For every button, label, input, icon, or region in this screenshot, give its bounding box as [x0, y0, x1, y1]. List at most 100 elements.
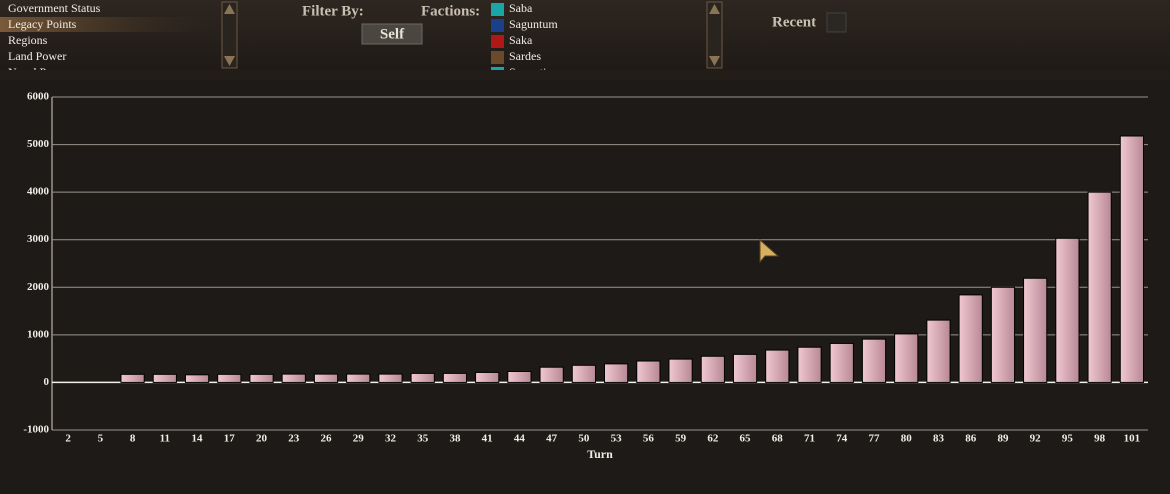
y-tick-label: 5000: [27, 138, 50, 150]
bar: [765, 349, 790, 383]
bar: [604, 363, 629, 383]
x-tick-label: 5: [98, 433, 104, 445]
faction-item[interactable]: Saba: [509, 1, 533, 15]
x-tick-label: 77: [869, 433, 881, 445]
bar: [217, 373, 242, 383]
self-button-label: Self: [380, 26, 405, 42]
y-tick-label: 0: [44, 376, 50, 388]
x-tick-label: 101: [1124, 433, 1141, 445]
scroll-track[interactable]: [706, 1, 723, 69]
scroll-up[interactable]: [709, 4, 720, 14]
x-tick-label: 38: [449, 433, 461, 445]
x-tick-label: 14: [192, 433, 204, 445]
x-tick-label: 8: [130, 433, 136, 445]
x-tick-label: 92: [1030, 433, 1042, 445]
bar: [184, 374, 210, 383]
bar: [475, 371, 500, 383]
bar: [1087, 191, 1112, 383]
x-tick-label: 74: [836, 433, 848, 445]
y-tick-label: 6000: [27, 91, 50, 103]
scroll-down[interactable]: [224, 56, 235, 66]
x-tick-label: 62: [707, 433, 719, 445]
x-tick-label: 83: [933, 433, 945, 445]
x-tick-label: 11: [160, 433, 170, 445]
bar: [732, 353, 758, 383]
bar: [1119, 135, 1144, 383]
bar: [797, 346, 822, 383]
factions-label: Factions:: [421, 3, 480, 19]
faction-icon: [491, 35, 504, 48]
faction-item[interactable]: Sardes: [509, 49, 541, 63]
bar: [152, 373, 177, 383]
faction-item[interactable]: Saguntum: [509, 17, 558, 31]
bar: [894, 333, 919, 383]
bar: [346, 373, 371, 383]
recent-checkbox[interactable]: [826, 12, 847, 33]
x-tick-label: 95: [1062, 433, 1074, 445]
y-tick-label: -1000: [23, 424, 49, 436]
x-tick-label: 35: [417, 433, 429, 445]
bar: [636, 360, 661, 383]
recent-label: Recent: [772, 14, 816, 30]
x-tick-label: 26: [321, 433, 333, 445]
x-tick-label: 89: [997, 433, 1009, 445]
bar: [829, 342, 854, 383]
y-tick-label: 3000: [27, 233, 50, 245]
bar: [442, 372, 468, 383]
bar: [571, 364, 596, 383]
bar: [990, 286, 1016, 383]
x-tick-label: 98: [1094, 433, 1106, 445]
x-tick-label: 20: [256, 433, 268, 445]
scroll-up[interactable]: [224, 4, 235, 14]
y-tick-label: 2000: [27, 281, 50, 293]
x-tick-label: 68: [772, 433, 784, 445]
selected-row: [0, 17, 215, 32]
x-tick-label: 86: [965, 433, 977, 445]
x-tick-label: 80: [901, 433, 913, 445]
x-tick-label: 17: [224, 433, 236, 445]
bar: [861, 338, 887, 383]
y-tick-label: 1000: [27, 328, 50, 340]
bar: [539, 366, 564, 383]
x-tick-label: 2: [65, 433, 71, 445]
menu-item[interactable]: Legacy Points: [8, 17, 77, 31]
bar: [1023, 277, 1048, 383]
x-tick-label: 56: [643, 433, 655, 445]
x-tick-label: 47: [546, 433, 558, 445]
x-tick-label: 71: [804, 433, 815, 445]
bar: [378, 373, 403, 383]
faction-item[interactable]: Saka: [509, 33, 533, 47]
x-axis-label: Turn: [587, 447, 613, 461]
scroll-track[interactable]: [221, 1, 238, 69]
bar: [120, 373, 145, 383]
bar: [281, 373, 306, 383]
bar: [958, 294, 983, 383]
bar: [700, 355, 725, 383]
bar: [313, 373, 339, 383]
faction-icon: [491, 3, 504, 16]
x-tick-label: 32: [385, 433, 397, 445]
x-tick-label: 44: [514, 433, 526, 445]
bar: [249, 373, 274, 383]
top-panel: [0, 0, 1170, 80]
x-tick-label: 50: [578, 433, 590, 445]
menu-item[interactable]: Land Power: [8, 49, 66, 63]
x-tick-label: 59: [675, 433, 687, 445]
x-tick-label: 29: [353, 433, 365, 445]
self-button[interactable]: [361, 23, 423, 45]
scroll-down[interactable]: [709, 56, 720, 66]
menu-item[interactable]: Regions: [8, 33, 48, 47]
bar: [926, 319, 951, 383]
list-clip: [0, 70, 1170, 80]
x-tick-label: 65: [740, 433, 752, 445]
cursor: [759, 238, 780, 264]
filter-label: Filter By:: [302, 3, 364, 19]
bar: [1055, 237, 1080, 383]
x-tick-label: 23: [288, 433, 300, 445]
menu-item[interactable]: Government Status: [8, 1, 101, 15]
x-tick-label: 53: [611, 433, 623, 445]
faction-icon: [491, 19, 504, 32]
scrollbar: [221, 1, 723, 69]
bar: [410, 372, 435, 383]
